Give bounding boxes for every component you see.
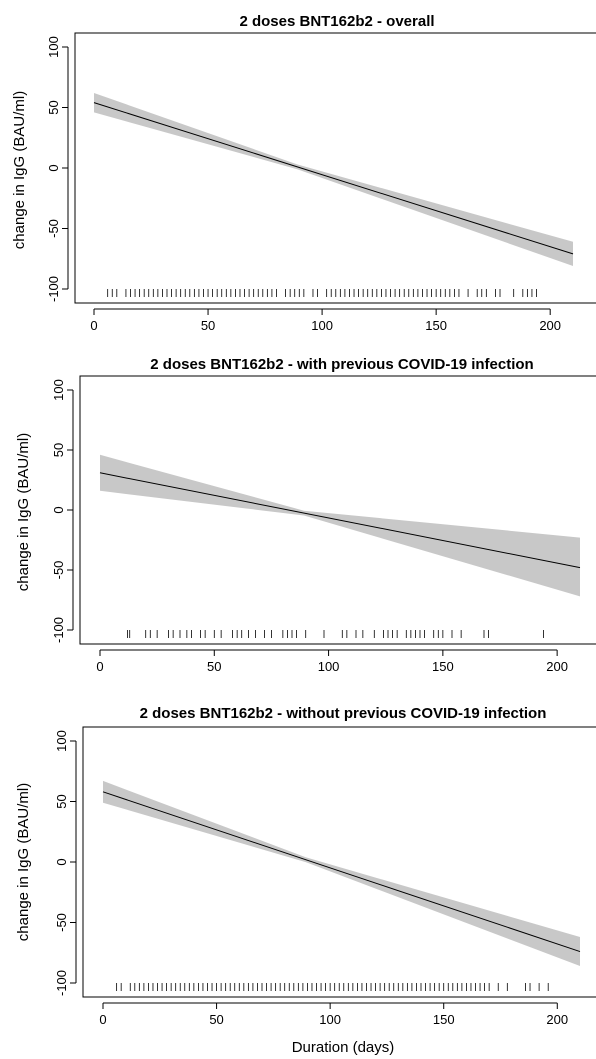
y-tick-label: -100 xyxy=(54,970,69,996)
x-axis: 0 50 100 150 200 xyxy=(90,308,561,333)
confidence-band xyxy=(94,92,573,267)
x-tick-label: 0 xyxy=(99,1012,106,1027)
panel-title: 2 doses BNT162b2 - overall xyxy=(239,13,434,30)
plot-frame xyxy=(74,32,596,304)
x-axis: 0 50 100 150 200 xyxy=(99,1002,568,1027)
y-axis: -100 -50 0 50 100 xyxy=(51,379,74,643)
y-axis: -100 -50 0 50 100 xyxy=(46,36,69,302)
fit-line-segment xyxy=(102,791,581,953)
confidence-band-area xyxy=(103,780,580,967)
panel-title: 2 doses BNT162b2 - without previous COVI… xyxy=(140,705,547,722)
x-tick-label: 200 xyxy=(546,1012,568,1027)
rug-marks xyxy=(116,983,549,991)
fit-line xyxy=(99,472,581,569)
y-tick-label: 100 xyxy=(54,730,69,752)
x-tick-label: 100 xyxy=(311,318,333,333)
y-tick-label: 50 xyxy=(54,794,69,808)
x-tick-label: 0 xyxy=(90,318,97,333)
panel-with-previous-infection: 2 doses BNT162b2 - with previous COVID-1… xyxy=(15,356,596,674)
confidence-band xyxy=(103,780,580,967)
x-tick-label: 150 xyxy=(433,1012,455,1027)
fit-line-segment xyxy=(99,472,581,569)
y-tick-label: -50 xyxy=(54,913,69,932)
x-tick-label: 200 xyxy=(546,659,568,674)
confidence-band-area xyxy=(94,92,573,267)
y-tick-label: -100 xyxy=(51,617,66,643)
y-tick-label: 0 xyxy=(51,506,66,513)
y-tick-label: 0 xyxy=(54,858,69,865)
fit-line-segment xyxy=(93,102,574,255)
y-tick-label: 0 xyxy=(46,164,61,171)
plot-frame xyxy=(79,375,596,645)
x-tick-label: 50 xyxy=(201,318,215,333)
y-axis-label: change in IgG (BAU/ml) xyxy=(11,91,28,249)
panel-overall: 2 doses BNT162b2 - overall change in IgG… xyxy=(11,13,596,333)
x-axis-label: Duration (days) xyxy=(292,1039,395,1056)
fit-line xyxy=(102,791,581,953)
plot-frame xyxy=(82,726,596,998)
x-tick-label: 50 xyxy=(207,659,221,674)
y-tick-label: -100 xyxy=(46,276,61,302)
x-tick-label: 0 xyxy=(96,659,103,674)
fit-line xyxy=(93,102,574,255)
x-tick-label: 150 xyxy=(425,318,447,333)
confidence-band-area xyxy=(100,454,580,597)
y-tick-label: -50 xyxy=(46,219,61,238)
y-tick-label: 50 xyxy=(51,443,66,457)
y-axis-label: change in IgG (BAU/ml) xyxy=(15,433,32,591)
x-tick-label: 200 xyxy=(539,318,561,333)
rug-marks xyxy=(107,289,537,297)
y-tick-label: 100 xyxy=(51,379,66,401)
panel-without-previous-infection: 2 doses BNT162b2 - without previous COVI… xyxy=(15,705,596,1056)
y-tick-label: -50 xyxy=(51,561,66,580)
panel-title: 2 doses BNT162b2 - with previous COVID-1… xyxy=(150,356,533,373)
rug-marks xyxy=(127,630,544,638)
x-tick-label: 100 xyxy=(318,659,340,674)
x-tick-label: 100 xyxy=(319,1012,341,1027)
y-axis: -100 -50 0 50 100 xyxy=(54,730,77,996)
y-axis-label: change in IgG (BAU/ml) xyxy=(15,783,32,941)
confidence-band xyxy=(100,454,580,597)
x-axis: 0 50 100 150 200 xyxy=(96,649,568,674)
y-tick-label: 50 xyxy=(46,100,61,114)
x-tick-label: 150 xyxy=(432,659,454,674)
x-tick-label: 50 xyxy=(209,1012,223,1027)
y-tick-label: 100 xyxy=(46,36,61,58)
